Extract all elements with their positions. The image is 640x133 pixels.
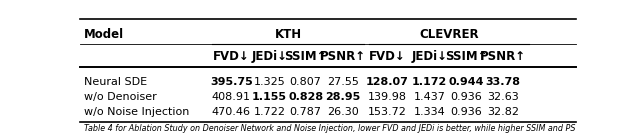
Text: 32.63: 32.63 [487,92,519,102]
Text: 1.155: 1.155 [252,92,287,102]
Text: 1.325: 1.325 [253,76,285,86]
Text: JEDi↓: JEDi↓ [252,50,287,63]
Text: 1.172: 1.172 [412,76,447,86]
Text: 470.46: 470.46 [212,107,251,117]
Text: 1.334: 1.334 [414,107,445,117]
Text: 139.98: 139.98 [368,92,407,102]
Text: 0.936: 0.936 [450,92,482,102]
Text: 0.828: 0.828 [288,92,323,102]
Text: 33.78: 33.78 [486,76,520,86]
Text: Model: Model [84,28,124,41]
Text: 128.07: 128.07 [366,76,409,86]
Text: 0.944: 0.944 [448,76,484,86]
Text: 32.82: 32.82 [487,107,519,117]
Text: 0.787: 0.787 [290,107,322,117]
Text: FVD↓: FVD↓ [213,50,250,63]
Text: w/o Denoiser: w/o Denoiser [84,92,157,102]
Text: 0.807: 0.807 [290,76,322,86]
Text: SSIM↑: SSIM↑ [445,50,487,63]
Text: Neural SDE: Neural SDE [84,76,147,86]
Text: PSNR↑: PSNR↑ [320,50,366,63]
Text: 27.55: 27.55 [327,76,359,86]
Text: 1.722: 1.722 [253,107,285,117]
Text: Table 4 for Ablation Study on Denoiser Network and Noise Injection, lower FVD an: Table 4 for Ablation Study on Denoiser N… [84,124,575,133]
Text: 395.75: 395.75 [210,76,253,86]
Text: SSIM↑: SSIM↑ [284,50,327,63]
Text: 1.437: 1.437 [413,92,445,102]
Text: PSNR↑: PSNR↑ [480,50,526,63]
Text: 0.936: 0.936 [450,107,482,117]
Text: w/o Noise Injection: w/o Noise Injection [84,107,189,117]
Text: 408.91: 408.91 [212,92,251,102]
Text: 28.95: 28.95 [325,92,360,102]
Text: KTH: KTH [275,28,301,41]
Text: 153.72: 153.72 [368,107,407,117]
Text: 26.30: 26.30 [327,107,359,117]
Text: JEDi↓: JEDi↓ [412,50,448,63]
Text: CLEVRER: CLEVRER [419,28,479,41]
Text: FVD↓: FVD↓ [369,50,406,63]
